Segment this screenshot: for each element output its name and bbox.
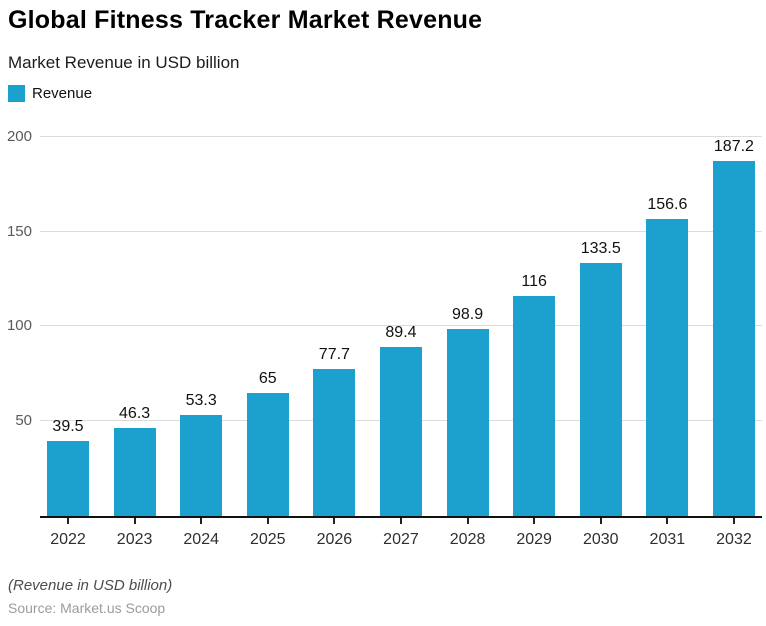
bar-value-label: 133.5: [580, 239, 621, 257]
x-axis-tick: [732, 518, 735, 524]
revenue-bar: [313, 368, 356, 516]
x-axis-label: 2030: [582, 531, 619, 548]
legend: Revenue: [8, 85, 92, 102]
y-axis-tick-label: 200: [6, 128, 32, 145]
chart-subtitle: Market Revenue in USD billion: [8, 53, 240, 72]
revenue-bar: [379, 346, 422, 516]
chart-title: Global Fitness Tracker Market Revenue: [8, 6, 483, 34]
bar-column-2024: 53.3 2024: [180, 131, 223, 548]
bar-column-2026: 77.7 2026: [313, 131, 356, 548]
revenue-bar: [246, 392, 289, 516]
gridline-200: [40, 136, 762, 137]
x-axis-tick: [333, 518, 336, 524]
x-axis-label: 2022: [50, 531, 86, 548]
x-axis-tick: [466, 518, 469, 524]
revenue-bar: [712, 161, 755, 516]
bar-value-label: 65: [258, 369, 277, 387]
bar-value-label: 89.4: [385, 323, 417, 341]
x-axis-tick: [200, 518, 203, 524]
x-axis-label: 2032: [716, 531, 752, 548]
legend-swatch-icon: [8, 85, 25, 102]
bar-column-2031: 156.6 2031: [646, 131, 689, 548]
bar-value-label: 116: [521, 273, 547, 291]
revenue-bar: [180, 414, 223, 516]
x-axis-tick: [599, 518, 602, 524]
bar-column-2030: 133.5 2030: [579, 131, 622, 548]
plot-area: 50 100 150 200 39.5 2022 46.3 2023 53.3 2024 65 20…: [7, 128, 762, 548]
x-axis-tick: [133, 518, 136, 524]
bar-value-label: 46.3: [119, 405, 151, 423]
x-axis-tick: [399, 518, 402, 524]
bar-column-2032: 187.2 2032: [712, 131, 755, 548]
bar-column-2028: 98.9 2028: [446, 131, 489, 548]
x-axis-tick: [67, 518, 69, 524]
gridline-100: [40, 325, 762, 326]
x-axis-tick: [666, 518, 669, 524]
revenue-bar: [646, 219, 689, 516]
bar-value-label: 187.2: [713, 138, 754, 156]
bar-value-label: 53.3: [185, 391, 217, 409]
bars-layer: 39.5 2022 46.3 2023 53.3 2024 65 2025 77.7 2026 89…: [40, 131, 762, 548]
revenue-bar: [579, 262, 622, 516]
x-axis-tick: [266, 518, 269, 524]
bar-value-label: 39.5: [52, 418, 84, 436]
x-axis-label: 2026: [316, 531, 353, 548]
revenue-bar: [47, 441, 89, 516]
gridline-150: [40, 231, 762, 232]
x-axis-label: 2029: [516, 531, 552, 548]
bar-column-2027: 89.4 2027: [379, 131, 422, 548]
revenue-bar: [113, 428, 156, 516]
footer-source: Source: Market.us Scoop: [8, 600, 166, 616]
revenue-bar: [513, 296, 556, 516]
bar-value-label: 77.7: [318, 345, 350, 363]
x-axis-label: 2027: [383, 531, 419, 548]
legend-label: Revenue: [32, 85, 93, 102]
x-axis-label: 2031: [649, 531, 686, 548]
revenue-bar: [446, 328, 489, 516]
footer-note: (Revenue in USD billion): [8, 577, 173, 594]
bar-value-label: 98.9: [451, 305, 484, 323]
x-axis-label: 2024: [183, 531, 219, 548]
bar-column-2023: 46.3 2023: [113, 131, 156, 548]
x-axis-label: 2028: [449, 531, 486, 548]
bar-value-label: 156.6: [647, 196, 688, 214]
x-axis-tick: [533, 518, 536, 524]
bar-column-2029: 116 2029: [513, 131, 556, 548]
y-axis-tick-label: 150: [6, 223, 32, 240]
x-axis-label: 2023: [116, 531, 153, 548]
x-axis-label: 2025: [249, 531, 286, 548]
y-axis-tick-label: 50: [15, 412, 32, 429]
bar-column-2025: 65 2025: [246, 131, 289, 548]
y-axis-tick-label: 100: [6, 317, 32, 334]
bar-column-2022: 39.5 2022: [47, 131, 89, 548]
